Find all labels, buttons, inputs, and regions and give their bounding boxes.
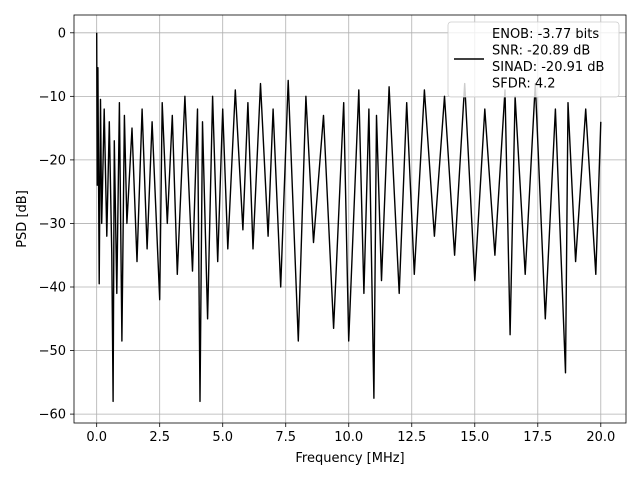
y-tick-label: −60 [39,408,66,423]
legend-box [447,21,620,98]
x-tick-label: 10.0 [334,430,363,445]
y-axis: 0 −10 −20 −30 −40 −50 −60 [39,26,74,423]
y-tick-label: −20 [39,153,66,168]
x-tick-label: 17.5 [523,430,552,445]
y-tick-label: −50 [39,344,66,359]
axes-frame [73,14,627,424]
x-tick-label: 5.0 [212,430,233,445]
y-axis-label: PSD [dB] [15,190,30,248]
legend: ENOB: -3.77 bits SNR: -20.89 dB SINAD: -… [447,21,620,98]
x-tick-label: 20.0 [586,430,615,445]
legend-entry-enob: ENOB: -3.77 bits [492,27,599,42]
x-axis: 0.0 2.5 5.0 7.5 10.0 12.5 15.0 17.5 20.0 [86,423,615,445]
x-tick-label: 12.5 [397,430,426,445]
x-axis-label: Frequency [MHz] [295,451,404,466]
x-tick-label: 7.5 [275,430,296,445]
y-tick-label: −30 [39,217,66,232]
y-tick-label: −40 [39,281,66,296]
legend-entry-sfdr: SFDR: 4.2 [492,77,556,92]
x-tick-label: 0.0 [86,430,107,445]
x-tick-label: 15.0 [460,430,489,445]
plot-area [96,32,602,403]
psd-series-line [96,32,602,403]
legend-entry-sinad: SINAD: -20.91 dB [492,60,604,75]
x-tick-label: 2.5 [149,430,170,445]
legend-entry-snr: SNR: -20.89 dB [492,44,590,59]
y-tick-label: −10 [39,90,66,105]
y-tick-label: 0 [58,26,66,41]
